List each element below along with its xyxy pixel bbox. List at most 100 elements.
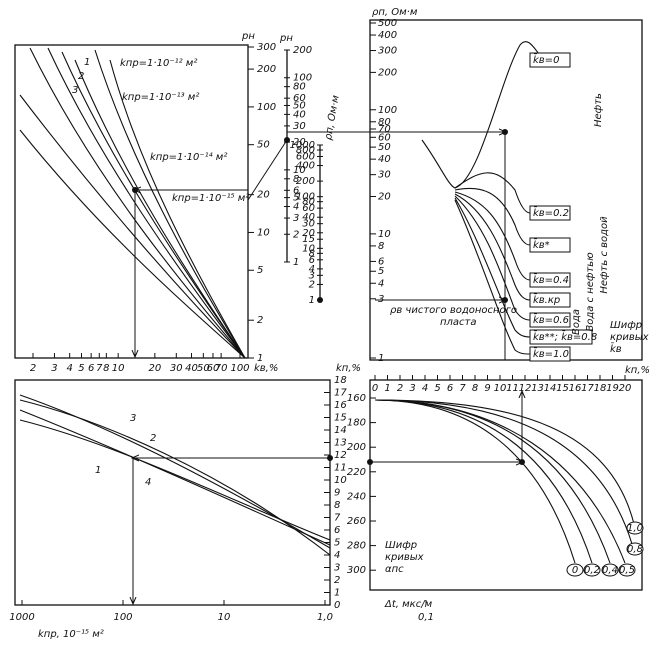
- legend-text: Шифр: [385, 540, 417, 551]
- x-tick-label: 10: [112, 363, 125, 374]
- x-tick-label: 10: [218, 612, 231, 623]
- curve-label: k̄в=0.6: [533, 313, 569, 326]
- y-tick-label: 1: [334, 588, 340, 599]
- panel-b-curves: [421, 41, 560, 355]
- x-tick-label: 19: [606, 383, 619, 394]
- x-tick-label: 7: [459, 383, 466, 394]
- curve-label-circle: [618, 563, 636, 577]
- x-tick-label: 0: [372, 383, 378, 394]
- x-tick-label: 17: [581, 383, 594, 394]
- legend-text: αпс: [385, 564, 404, 575]
- y-tick-label: 160: [347, 393, 366, 404]
- x-tick-label: 0,1: [418, 612, 434, 623]
- tick-label: 200: [296, 176, 315, 187]
- curve-label: 1,0: [627, 523, 643, 534]
- x-tick-label: 11: [506, 383, 519, 394]
- y-tick-label: 300: [257, 42, 276, 53]
- y-tick-label: 400: [378, 30, 397, 41]
- curve-label-box: [529, 329, 593, 345]
- legend-text: k̄в: [610, 342, 622, 355]
- curve-label: k̄в=1.0: [533, 347, 569, 360]
- x-tick-label: 3: [51, 363, 57, 374]
- panel-c-curves: [19, 394, 331, 556]
- curve-label-circle: [583, 563, 601, 577]
- y-tick-label: 5: [334, 538, 340, 549]
- curve-number: 4: [145, 477, 151, 488]
- x-tick-label: 6: [447, 383, 453, 394]
- x-tick-label: 4: [66, 363, 72, 374]
- y-tick-label: 100: [378, 105, 397, 116]
- curve-number: 3: [72, 85, 78, 96]
- tick-label: 1: [293, 257, 299, 268]
- legend-text: кривых: [610, 332, 649, 343]
- axis-label: pн: [241, 31, 255, 42]
- key-lines: [132, 129, 525, 603]
- curve-label-box: [529, 292, 571, 308]
- y-tick-label: 50: [378, 142, 391, 153]
- tick-label: 10: [293, 165, 306, 176]
- tick-label: 20: [302, 228, 315, 239]
- x-tick-label: 6: [88, 363, 94, 374]
- tick-label: 400: [296, 161, 315, 172]
- axis-label: kп,%: [625, 365, 650, 376]
- tick-label: 2: [293, 229, 299, 240]
- curve-label-circle: [601, 563, 619, 577]
- zone-label: Вода с нефтью: [585, 252, 596, 331]
- tick-label: 10: [302, 243, 315, 254]
- tick-label: 8: [309, 248, 315, 259]
- tick-label: 6: [293, 185, 299, 196]
- curve-label: 0,4: [602, 565, 618, 576]
- tick-label: 30: [302, 219, 315, 230]
- y-tick-label: 8: [378, 241, 384, 252]
- curve-label: k̄в.кр: [533, 293, 560, 306]
- y-tick-label: 5: [257, 265, 263, 276]
- y-tick-label: 18: [334, 375, 347, 386]
- curve-label: kпр=1·10⁻¹⁵ м²: [172, 193, 249, 204]
- curve-label: 0: [572, 565, 578, 576]
- y-tick-label: 14: [334, 425, 347, 436]
- curve-number: 2: [78, 71, 84, 82]
- y-tick-label: 200: [378, 67, 397, 78]
- tick-label: 6: [309, 255, 315, 266]
- y-tick-label: 70: [378, 124, 391, 135]
- axis-label: kпр, 10⁻¹⁵ м²: [38, 629, 104, 640]
- y-tick-label: 8: [334, 500, 340, 511]
- y-tick-label: 500: [378, 18, 397, 29]
- y-tick-label: 40: [378, 154, 391, 165]
- y-tick-label: 17: [334, 388, 347, 399]
- y-tick-label: 280: [347, 541, 366, 552]
- x-tick-label: 9: [484, 383, 490, 394]
- curve-label: k̄в=0: [533, 53, 559, 66]
- tick-label: 3: [293, 213, 299, 224]
- y-tick-label: 2: [257, 315, 263, 326]
- axis-label: pн: [279, 33, 293, 44]
- y-tick-label: 10: [378, 229, 391, 240]
- x-tick-label: 60: [207, 363, 220, 374]
- tick-label: 200: [293, 45, 312, 56]
- y-tick-label: 0: [334, 600, 340, 611]
- zone-label: Нефть: [593, 93, 604, 127]
- x-tick-label: 12: [519, 383, 532, 394]
- y-tick-label: 4: [378, 278, 384, 289]
- x-tick-label: 10: [494, 383, 507, 394]
- curve-label: kпр=1·10⁻¹⁴ м²: [150, 151, 227, 163]
- curve-label: k̄в**; k̄в=0.8: [533, 330, 597, 343]
- x-tick-label: 100: [113, 612, 132, 623]
- tick-label: 40: [302, 212, 315, 223]
- x-tick-label: 13: [531, 383, 544, 394]
- zone-label: Вода: [571, 309, 582, 335]
- axis-label: kп,%: [336, 363, 361, 374]
- y-tick-label: 260: [347, 516, 366, 527]
- axis-label: ρп, Ом·м: [323, 94, 342, 141]
- tick-label: 80: [293, 82, 306, 93]
- x-tick-label: 1: [384, 383, 390, 394]
- y-tick-label: 100: [257, 102, 276, 113]
- x-tick-label: 20: [619, 383, 632, 394]
- tick-label: 800: [296, 145, 315, 156]
- curve-label: 0,2: [584, 565, 600, 576]
- x-tick-label: 16: [569, 383, 582, 394]
- curve-label-box: [529, 312, 571, 328]
- x-tick-label: 2: [397, 383, 403, 394]
- tick-label: 3: [309, 270, 315, 281]
